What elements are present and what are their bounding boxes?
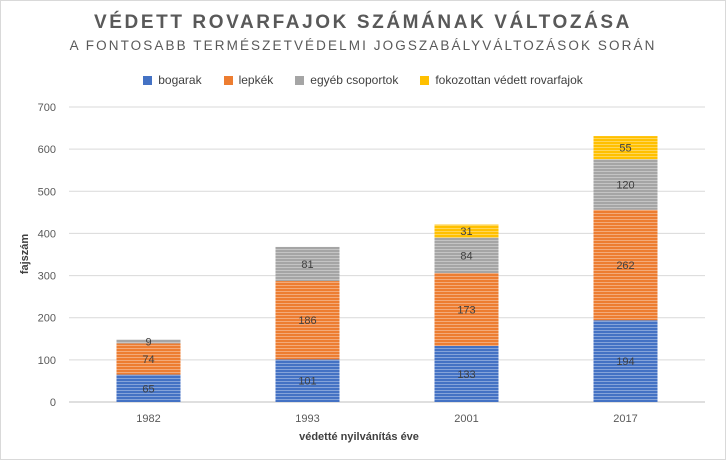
legend-item-fokozottan: fokozottan védett rovarfajok: [420, 73, 583, 87]
data-label: 194: [616, 356, 634, 368]
y-axis-ticks: 0 100 200 300 400 500 600 700: [38, 102, 56, 409]
data-label: 65: [142, 383, 154, 395]
legend-item-bogarak: bogarak: [143, 73, 202, 87]
y-tick-label: 600: [38, 144, 56, 156]
legend-label-bogarak: bogarak: [158, 73, 202, 87]
y-tick-label: 300: [38, 271, 56, 283]
bar-segment: [275, 359, 340, 402]
x-tick-label: 1993: [295, 413, 319, 425]
data-label: 262: [616, 260, 634, 272]
data-label: 186: [298, 315, 316, 327]
legend: bogarak lepkék egyéb csoportok fokozotta…: [1, 73, 725, 87]
legend-label-egyeb: egyéb csoportok: [310, 73, 399, 87]
data-label: 9: [145, 337, 151, 349]
bar-segment: [275, 281, 340, 360]
y-tick-label: 500: [38, 186, 56, 198]
x-tick-label: 2017: [613, 413, 637, 425]
bar-segment: [593, 136, 658, 160]
y-tick-label: 700: [38, 102, 56, 114]
bar-segment: [434, 224, 499, 238]
bar-segment: [116, 339, 181, 344]
data-label: 84: [460, 250, 472, 262]
bar-segment: [434, 273, 499, 346]
y-tick-label: 100: [38, 355, 56, 367]
data-label: 55: [619, 143, 631, 155]
bars: [116, 136, 658, 402]
data-label: 173: [457, 304, 475, 316]
bar-segment: [593, 209, 658, 321]
x-tick-label: 1982: [136, 413, 160, 425]
bar-segment: [434, 237, 499, 274]
data-label: 74: [142, 354, 154, 366]
bar-segment: [275, 246, 340, 282]
chart-subtitle: A FONTOSABB TERMÉSZETVÉDELMI JOGSZABÁLYV…: [69, 38, 657, 53]
x-axis-title: védetté nyilvánítás éve: [299, 431, 419, 443]
y-tick-label: 200: [38, 313, 56, 325]
legend-swatch-egyeb: [295, 75, 305, 85]
bar-segment: [593, 320, 658, 402]
bar-segment: [116, 343, 181, 375]
bar-segment: [434, 345, 499, 402]
x-axis-ticks: 1982 1993 2001 2017: [136, 413, 637, 425]
data-label: 81: [301, 259, 313, 271]
legend-swatch-lepkek: [223, 75, 233, 85]
data-label: 31: [460, 226, 472, 238]
data-label: 120: [616, 180, 634, 192]
bar-segment: [593, 159, 658, 210]
data-labels: 65 74 9 101 186 81 133 173 84 31 194 262 120 55: [142, 143, 634, 396]
legend-label-fokozottan: fokozottan védett rovarfajok: [435, 73, 583, 87]
data-label: 133: [457, 369, 475, 381]
y-axis-title: fajszám: [19, 234, 31, 275]
chart-title: VÉDETT ROVARFAJOK SZÁMÁNAK VÁLTOZÁSA: [93, 12, 632, 33]
legend-item-lepkek: lepkék: [223, 73, 274, 87]
legend-swatch-fokozottan: [420, 75, 430, 85]
y-tick-label: 0: [50, 397, 56, 409]
legend-label-lepkek: lepkék: [238, 73, 274, 87]
bar-segment: [116, 374, 181, 402]
legend-item-egyeb: egyéb csoportok: [295, 73, 398, 87]
legend-swatch-bogarak: [143, 75, 153, 85]
data-label: 101: [298, 376, 316, 388]
x-tick-label: 2001: [454, 413, 478, 425]
y-tick-label: 400: [38, 228, 56, 240]
